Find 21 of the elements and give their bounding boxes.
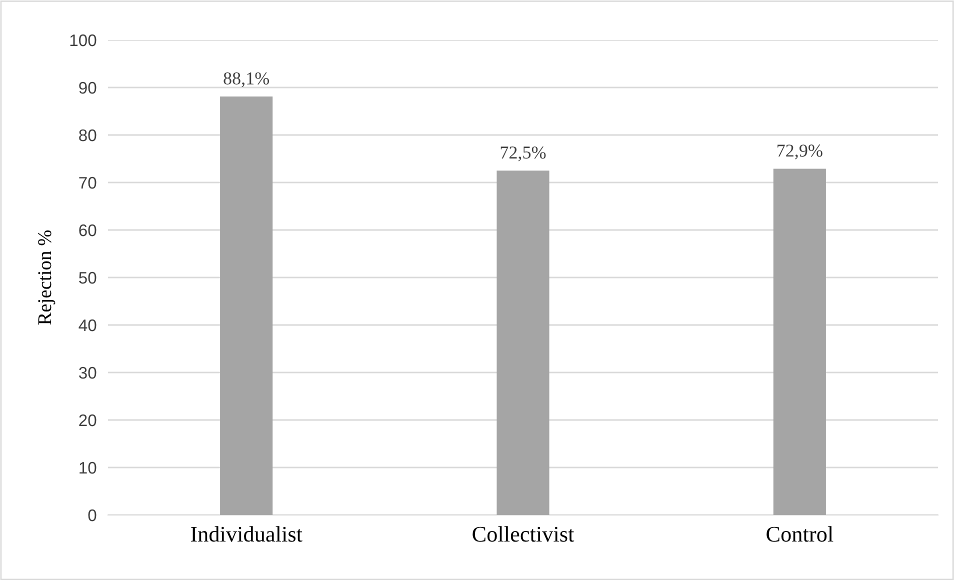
x-tick-label: Control [766,526,834,542]
data-label: 72,5% [500,146,546,162]
y-tick-label: 0 [88,509,96,522]
y-tick-label: 70 [79,176,96,189]
y-tick-label: 60 [79,224,96,236]
y-tick-label: 40 [78,319,96,332]
bar [496,170,550,515]
y-tick-label: 10 [80,462,96,474]
bar [220,96,273,515]
y-tick-label: 20 [79,414,96,426]
y-tick-label: 30 [78,366,96,379]
y-tick-label: 100 [70,34,96,46]
x-tick-label: Collectivist [472,526,574,542]
bar [773,168,826,515]
data-label: 72,9% [778,144,822,160]
x-tick-label: Individualist [190,526,302,542]
y-tick-label: 90 [79,82,96,94]
y-tick-label: 50 [79,272,96,284]
y-tick-label: 80 [79,129,96,142]
data-label: 88,1% [224,72,270,88]
y-axis-title: Rejection % [38,230,56,325]
